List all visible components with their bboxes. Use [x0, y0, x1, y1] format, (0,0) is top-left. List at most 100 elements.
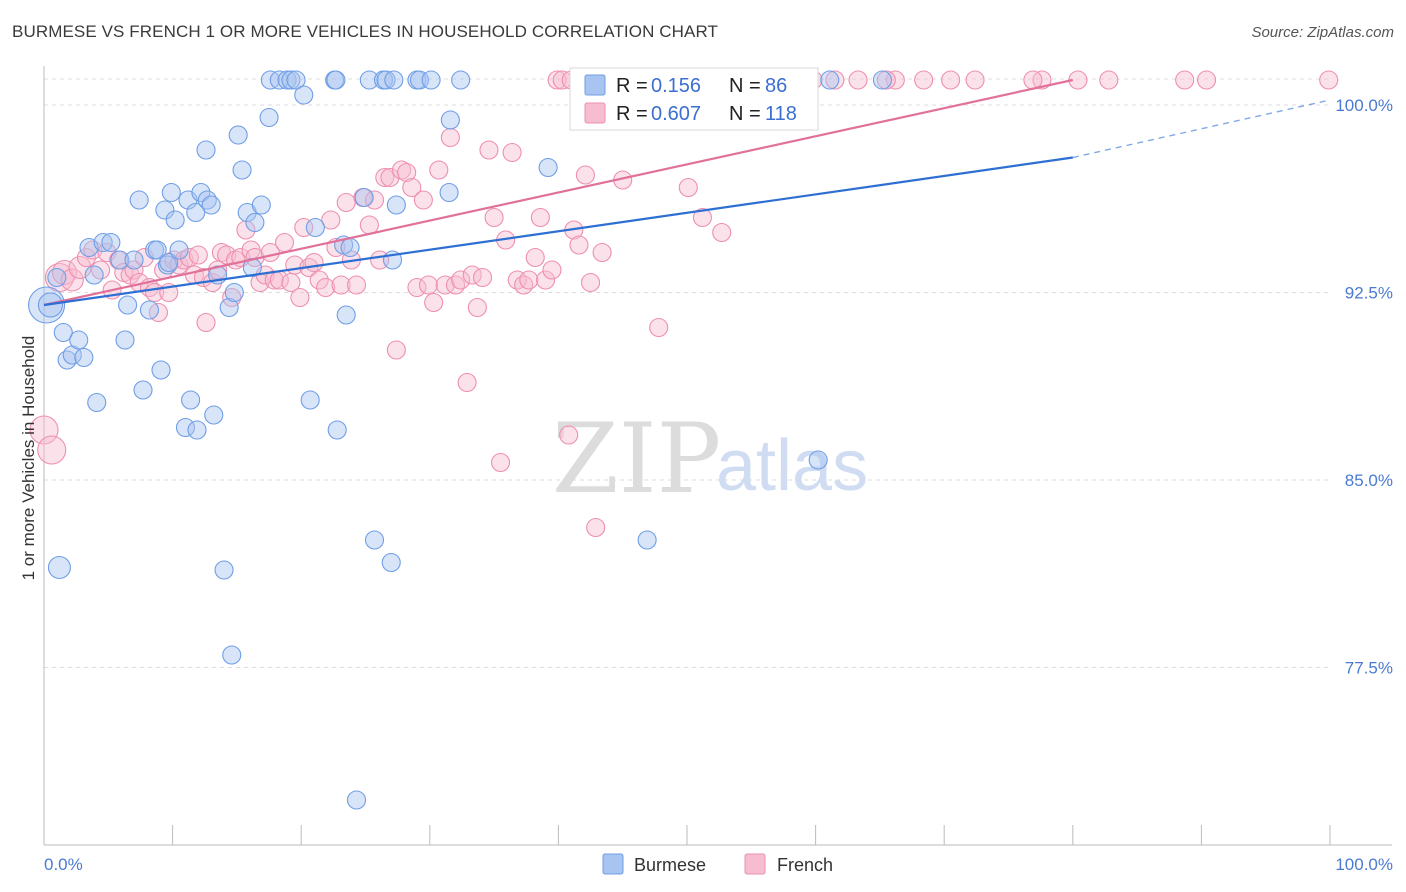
legend-n-label-burmese: N =: [729, 75, 761, 97]
legend-swatch-burmese: [584, 74, 606, 96]
data-point-french: [649, 317, 669, 338]
data-point-french: [429, 160, 449, 180]
data-point-french: [435, 275, 455, 295]
data-point-french: [559, 425, 579, 445]
data-point-french: [346, 275, 367, 295]
data-point-french: [467, 297, 487, 318]
data-point-french: [274, 232, 295, 253]
data-point-french: [678, 177, 698, 198]
data-point-french: [309, 270, 329, 290]
y-tick-label: 77.5%: [1345, 659, 1393, 678]
data-point-french: [1319, 70, 1339, 90]
data-point-burmese: [196, 140, 216, 160]
data-point-burmese: [381, 552, 401, 573]
data-point-burmese: [187, 420, 207, 440]
data-point-french: [91, 260, 111, 280]
data-point-french: [290, 287, 310, 308]
data-point-french: [29, 415, 59, 445]
data-point-burmese: [110, 250, 130, 270]
data-point-burmese: [175, 417, 196, 438]
data-point-burmese: [538, 157, 558, 178]
data-point-french: [692, 207, 712, 228]
trendline-burmese: [43, 156, 1073, 307]
data-point-burmese: [47, 555, 71, 580]
data-point-burmese: [259, 107, 279, 128]
stats-legend: R = 0.156 N = 86 R = 0.607 N = 118: [569, 67, 819, 131]
series-legend-swatch-french: [744, 853, 766, 875]
data-point-burmese: [84, 265, 104, 285]
data-point-french: [490, 452, 511, 473]
data-point-burmese: [151, 360, 171, 380]
trendline-french: [43, 78, 1074, 307]
data-point-burmese: [161, 182, 181, 203]
data-point-french: [848, 70, 868, 90]
data-point-french: [457, 372, 477, 393]
data-point-french: [1099, 70, 1119, 90]
data-point-burmese: [439, 182, 459, 203]
data-point-french: [569, 235, 589, 255]
data-point-burmese: [129, 190, 149, 210]
y-tick-labels: 77.5% 85.0% 92.5% 100.0%: [1335, 96, 1393, 678]
data-point-french: [502, 142, 522, 163]
data-point-french: [424, 292, 444, 313]
data-point-burmese: [354, 187, 374, 208]
data-point-burmese: [191, 182, 211, 203]
data-point-french: [530, 207, 550, 228]
data-point-burmese: [286, 70, 306, 90]
data-point-burmese: [386, 195, 406, 215]
data-point-burmese: [124, 250, 144, 270]
x-tick-label-min: 0.0%: [44, 855, 83, 874]
data-point-burmese: [201, 195, 221, 215]
data-point-burmese: [169, 240, 189, 260]
data-point-french: [535, 270, 556, 290]
data-point-burmese: [224, 282, 244, 303]
source-label: Source: ZipAtlas.com: [1251, 24, 1394, 41]
data-point-burmese: [159, 252, 179, 273]
data-point-french: [941, 70, 961, 90]
data-point-burmese: [326, 70, 346, 90]
data-point-burmese: [336, 305, 356, 325]
legend-r-value-french: 0.607: [651, 103, 701, 125]
watermark-zip: ZIP: [552, 403, 721, 515]
data-point-french: [507, 270, 527, 290]
series-legend-label-burmese: Burmese: [634, 855, 706, 875]
data-point-burmese: [133, 380, 153, 400]
data-point-french: [60, 268, 84, 292]
axes: [43, 66, 1392, 846]
data-point-burmese: [251, 195, 271, 215]
data-point-french: [375, 167, 395, 188]
data-point-burmese: [93, 232, 113, 253]
data-point-french: [519, 270, 539, 290]
data-point-french: [413, 190, 433, 210]
data-point-burmese: [53, 322, 73, 343]
data-point-burmese: [222, 645, 242, 665]
data-point-burmese: [118, 295, 138, 315]
data-point-french: [391, 160, 412, 180]
data-point-french: [336, 192, 356, 213]
data-point-french: [407, 277, 427, 298]
stats-legend-box: [569, 67, 819, 131]
data-point-burmese: [186, 202, 206, 223]
trendline-burmese-extension: [1072, 99, 1331, 159]
data-point-burmese: [147, 240, 167, 260]
data-point-french: [402, 177, 422, 198]
data-point-french: [484, 207, 504, 228]
data-point-burmese: [165, 210, 185, 230]
data-point-burmese: [204, 405, 224, 425]
data-point-burmese: [101, 232, 121, 253]
y-axis-label: 1 or more Vehicles in Household: [19, 336, 38, 581]
data-point-french: [525, 247, 545, 268]
data-point-french: [1196, 70, 1217, 90]
y-tick-label: 92.5%: [1345, 284, 1393, 303]
data-point-french: [472, 267, 493, 288]
data-point-burmese: [87, 392, 107, 413]
data-point-french: [451, 270, 471, 290]
data-point-french: [479, 140, 499, 160]
series-legend-swatch-burmese: [602, 853, 624, 875]
data-point-burmese: [872, 70, 893, 90]
data-point-burmese: [47, 267, 67, 288]
data-point-french: [316, 277, 336, 298]
data-point-french: [397, 162, 417, 183]
data-point-burmese: [228, 125, 248, 145]
